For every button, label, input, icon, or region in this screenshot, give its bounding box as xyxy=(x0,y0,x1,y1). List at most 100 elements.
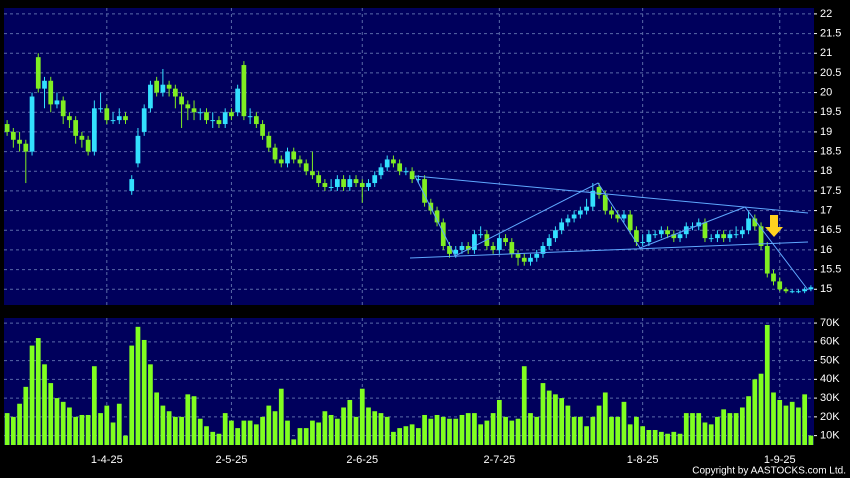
volume-bar xyxy=(764,324,770,445)
volume-bar xyxy=(671,431,677,445)
y-tick-label: 40K xyxy=(820,373,840,385)
candle-body xyxy=(222,112,228,125)
volume-bar xyxy=(646,429,652,445)
candle-body xyxy=(104,108,110,121)
volume-bar xyxy=(35,338,41,445)
volume-bar xyxy=(235,428,241,445)
y-tick-label: 22 xyxy=(820,8,832,20)
candle-body xyxy=(172,88,178,97)
volume-bar xyxy=(752,379,758,445)
candle-body xyxy=(609,210,614,215)
candle-body xyxy=(334,179,340,187)
candle-body xyxy=(540,245,546,254)
candle-body xyxy=(596,186,602,195)
volume-bar xyxy=(79,414,85,445)
y-tick-label: 18.5 xyxy=(820,145,841,157)
volume-bar xyxy=(23,386,29,445)
volume-bar xyxy=(48,383,54,445)
price-panel xyxy=(4,8,814,305)
candle-body xyxy=(789,291,795,293)
candle-body xyxy=(285,151,290,164)
signal-arrow xyxy=(765,215,783,237)
volume-bar xyxy=(677,433,683,445)
volume-bar xyxy=(73,416,79,445)
candle-body xyxy=(758,226,764,246)
trend-lines xyxy=(409,175,809,291)
x-tick-label: 2-5-25 xyxy=(216,454,248,466)
volume-bar xyxy=(465,413,471,445)
candle-body xyxy=(235,88,241,113)
candle-body xyxy=(453,249,459,254)
candle-body xyxy=(752,218,758,227)
candle-body xyxy=(733,234,739,236)
volume-bar xyxy=(42,364,47,445)
volume-bar xyxy=(160,405,166,445)
candle-body xyxy=(135,135,141,164)
candle-body xyxy=(191,108,197,113)
volume-bar xyxy=(216,433,222,445)
candle-body xyxy=(154,80,160,93)
volume-bar xyxy=(285,420,290,445)
candle-body xyxy=(590,190,596,207)
volume-bar xyxy=(621,401,627,445)
volume-bar xyxy=(771,392,776,445)
candle-body xyxy=(391,159,396,164)
candle-body xyxy=(447,245,452,254)
candle-body xyxy=(353,179,359,184)
candle-body xyxy=(278,159,284,164)
volume-bar xyxy=(808,435,814,445)
volume-bar xyxy=(727,413,733,445)
volume-bar xyxy=(615,416,621,445)
y-tick-label: 10K xyxy=(820,430,840,442)
volume-bar xyxy=(123,435,128,445)
volume-bar xyxy=(291,439,297,445)
candle-body xyxy=(60,100,66,117)
volume-bar xyxy=(602,392,608,445)
volume-bar xyxy=(546,390,552,445)
volume-bar xyxy=(422,414,427,445)
volume-bar xyxy=(652,429,658,445)
volume-bar xyxy=(29,345,35,445)
y-tick-label: 16 xyxy=(820,244,832,256)
candle-body xyxy=(490,245,496,250)
volume-bar xyxy=(721,409,727,445)
volume-bar xyxy=(515,418,521,445)
candle-body xyxy=(739,230,745,235)
candle-body xyxy=(515,253,521,258)
y-tick-label: 30K xyxy=(820,392,840,404)
candle-body xyxy=(509,242,515,254)
volume-bar xyxy=(166,411,172,445)
candle-body xyxy=(802,289,808,292)
volume-bar xyxy=(266,405,272,445)
candle-body xyxy=(409,171,415,180)
volume-bar xyxy=(67,407,72,445)
volume-bar xyxy=(702,422,708,445)
candle-body xyxy=(384,159,390,168)
candle-body xyxy=(123,116,128,121)
candle-body xyxy=(715,234,720,239)
candle-body xyxy=(690,226,695,228)
volume-bar xyxy=(577,416,583,445)
volume-bar xyxy=(397,428,403,445)
volume-bar xyxy=(141,339,147,445)
candle-body xyxy=(403,171,409,173)
volume-bar xyxy=(359,388,365,445)
y-tick-label: 21.5 xyxy=(820,27,841,39)
candle-body xyxy=(658,230,664,235)
volume-bar xyxy=(341,407,346,445)
volume-bar xyxy=(384,416,390,445)
candle-body xyxy=(465,245,471,250)
candle-body xyxy=(359,183,365,187)
volume-bar xyxy=(85,414,91,445)
candle-body xyxy=(141,108,147,132)
candle-body xyxy=(677,234,683,239)
volume-bar xyxy=(565,405,571,445)
candle-body xyxy=(29,96,35,152)
volume-bar xyxy=(584,426,589,445)
volume-bar xyxy=(509,420,515,445)
volume-bar xyxy=(135,326,141,445)
volume-bar xyxy=(17,403,22,445)
volume-bar xyxy=(391,431,396,445)
volume-bar xyxy=(278,388,284,445)
volume-bar xyxy=(353,416,359,445)
